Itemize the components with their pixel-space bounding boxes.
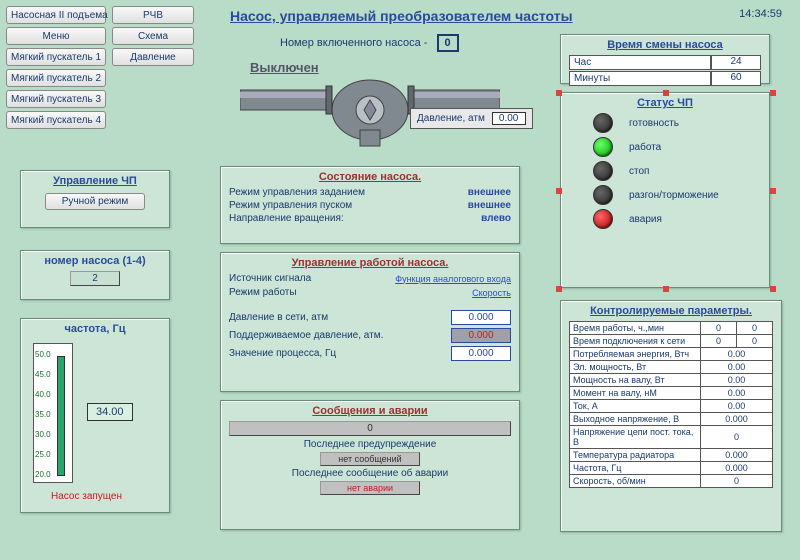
last-alarm-label: Последнее сообщение об аварии [229,468,511,479]
param-value: 0 [701,475,773,488]
nav-btn[interactable]: Схема [112,27,194,45]
nav-btn[interactable]: Давление [112,48,194,66]
status-lamp-icon [593,137,613,157]
work-mode-link[interactable]: Скорость [472,288,511,298]
panel-messages: Сообщения и аварии 0 Последнее предупреж… [220,400,520,530]
param-value: 0.00 [701,361,773,374]
status-row: разгон/торможение [569,185,761,205]
pressure-value: 0.00 [492,112,526,125]
param-value: 0 [737,335,773,348]
param-label: Ток, А [570,400,701,413]
last-alarm-value: нет аварии [320,481,420,495]
status-label: готовность [629,118,679,129]
hour-value[interactable]: 24 [711,55,761,70]
param-value: 0.00 [701,374,773,387]
pressure-readout: Давление, атм 0.00 [410,108,533,129]
param-value: 0 [701,322,737,335]
param-label: Напряжение цепи пост. тока, В [570,426,701,449]
panel-chp-control: Управление ЧП Ручной режим [20,170,170,228]
pump-running-label: Насос запущен [51,491,122,502]
panel-title: частота, Гц [29,323,161,335]
status-row: готовность [569,113,761,133]
process-value: 0.000 [451,346,511,361]
panel-title: Управление работой насоса. [229,257,511,269]
param-label: Мощность на валу, Вт [570,374,701,387]
nav-col-2: РЧВ Схема Давление [112,6,194,69]
param-label: Частота, Гц [570,462,701,475]
status-lamp-icon [593,185,613,205]
status-lamp-icon [593,113,613,133]
nav-btn[interactable]: Мягкий пускатель 3 [6,90,106,108]
status-label: стоп [629,166,649,177]
panel-title: Сообщения и аварии [229,405,511,417]
pump-number-value: 0 [437,34,459,52]
panel-parameters: Контролируемые параметры. Время работы, … [560,300,782,532]
nav-col-1: Насосная II подъема Меню Мягкий пускател… [6,6,106,132]
status-lamp-icon [593,209,613,229]
panel-title: Управление ЧП [29,175,161,187]
param-label: Время подключения к сети [570,335,701,348]
param-value: 0.00 [701,400,773,413]
status-row: стоп [569,161,761,181]
param-value: 0.000 [701,449,773,462]
pump-number-label: Номер включенного насоса - 0 [280,34,459,52]
nav-btn[interactable]: Мягкий пускатель 1 [6,48,106,66]
freq-bar [57,356,65,476]
msg-count: 0 [229,421,511,436]
params-table: Время работы, ч.,мин00Время подключения … [569,321,773,488]
param-label: Эл. мощность, Вт [570,361,701,374]
param-value: 0 [737,322,773,335]
panel-chp-status: Статус ЧП готовность работа стоп разгон/тор… [560,92,770,288]
param-label: Момент на валу, нМ [570,387,701,400]
param-label: Скорость, об/мин [570,475,701,488]
panel-title: номер насоса (1-4) [29,255,161,267]
status-label: авария [629,214,662,225]
nav-btn[interactable]: РЧВ [112,6,194,24]
page-title: Насос, управляемый преобразователем част… [230,8,573,24]
status-row: авария [569,209,761,229]
manual-mode-button[interactable]: Ручной режим [45,193,145,210]
panel-pump-number: номер насоса (1-4) 2 [20,250,170,300]
panel-title: Время смены насоса [569,39,761,51]
clock: 14:34:59 [739,8,782,20]
param-label: Выходное напряжение, В [570,413,701,426]
last-warning-value: нет сообщений [320,452,420,466]
param-label: Потребляемая энергия, Втч [570,348,701,361]
freq-ticks: 50.045.0 40.035.0 30.025.0 20.0 [35,345,51,485]
status-lamp-icon [593,161,613,181]
setpoint-pressure-value[interactable]: 0.000 [451,328,511,343]
param-value: 0.000 [701,413,773,426]
param-value: 0.00 [701,387,773,400]
panel-pump-state: Состояние насоса. Режим управления задан… [220,166,520,244]
signal-source-link[interactable]: Функция аналогового входа [395,274,511,284]
nav-btn[interactable]: Мягкий пускатель 2 [6,69,106,87]
param-value: 0.000 [701,462,773,475]
panel-change-time: Время смены насоса Час24 Минуты60 [560,34,770,84]
param-value: 0 [701,426,773,449]
freq-value: 34.00 [87,403,133,421]
panel-title: Статус ЧП [569,97,761,109]
status-row: работа [569,137,761,157]
net-pressure-value: 0.000 [451,310,511,325]
status-label: работа [629,142,661,153]
nav-btn[interactable]: Насосная II подъема [6,6,106,24]
param-value: 0 [701,335,737,348]
pump-number-field[interactable]: 2 [70,271,120,286]
status-label: разгон/торможение [629,190,719,201]
param-value: 0.00 [701,348,773,361]
param-label: Время работы, ч.,мин [570,322,701,335]
panel-title: Состояние насоса. [229,171,511,183]
panel-pump-work: Управление работой насоса. Источник сигн… [220,252,520,392]
panel-frequency: частота, Гц 50.045.0 40.035.0 30.025.0 2… [20,318,170,513]
nav-btn[interactable]: Мягкий пускатель 4 [6,111,106,129]
param-label: Температура радиатора [570,449,701,462]
minute-value[interactable]: 60 [711,71,761,86]
nav-btn[interactable]: Меню [6,27,106,45]
last-warning-label: Последнее предупреждение [229,439,511,450]
panel-title: Контролируемые параметры. [569,305,773,317]
